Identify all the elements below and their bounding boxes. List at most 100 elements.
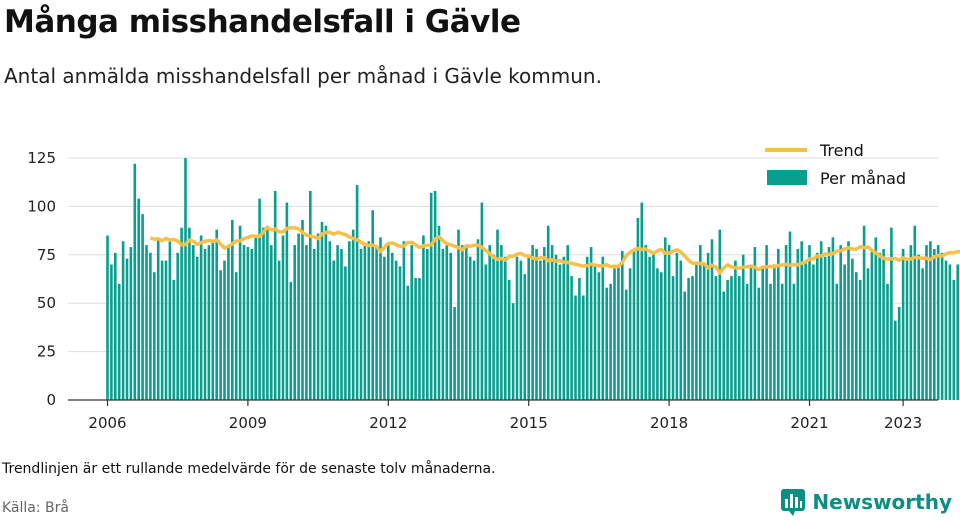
bar (472, 260, 476, 400)
bar (312, 248, 316, 400)
bar (227, 247, 230, 400)
bar (117, 283, 121, 400)
x-tick-label: 2021 (790, 414, 828, 430)
bar (293, 245, 296, 400)
bar (344, 266, 347, 400)
bar (839, 245, 842, 400)
bar (546, 225, 550, 400)
bar (851, 258, 854, 400)
bar (886, 283, 889, 400)
bar (929, 241, 932, 400)
bar (741, 254, 745, 400)
bar (660, 272, 663, 400)
bar (429, 192, 433, 400)
bar (437, 225, 441, 400)
bar (515, 256, 519, 400)
bar (936, 245, 940, 400)
bar (866, 268, 870, 400)
bar (582, 295, 585, 400)
bar (149, 252, 152, 400)
bar (363, 245, 367, 400)
bar (652, 252, 655, 400)
bar (453, 307, 456, 400)
bar (359, 248, 363, 400)
bar (749, 264, 753, 400)
bar (769, 283, 772, 400)
bar (519, 260, 523, 400)
bar (137, 198, 140, 400)
bar (597, 272, 601, 400)
bar (402, 241, 406, 400)
x-tick-label: 2015 (510, 414, 548, 430)
bar (476, 239, 480, 400)
bar (500, 245, 503, 400)
bar (831, 237, 835, 400)
chart-title: Många misshandelsfall i Gävle (4, 4, 521, 40)
bar (699, 245, 702, 400)
bar (944, 260, 948, 400)
bar (125, 258, 129, 400)
bar (523, 274, 527, 400)
y-tick-label: 125 (27, 149, 56, 167)
bar (145, 245, 148, 400)
bar (706, 252, 710, 400)
bar (773, 264, 776, 400)
bar (242, 245, 246, 400)
bar (496, 229, 499, 400)
bar (566, 245, 569, 400)
bar (215, 229, 218, 400)
bar (379, 237, 382, 400)
bar (858, 279, 862, 400)
bar (414, 278, 417, 400)
bar (702, 264, 706, 400)
bar (164, 260, 168, 400)
bar (730, 276, 733, 400)
bar (913, 225, 917, 400)
bar (780, 283, 784, 400)
bar (367, 241, 371, 400)
bar (613, 268, 616, 400)
y-tick-label: 25 (37, 343, 56, 361)
bar (258, 198, 261, 400)
bar (753, 247, 757, 400)
bar (562, 256, 566, 400)
footnote: Trendlinjen är ett rullande medelvärde f… (2, 461, 496, 477)
bar (640, 202, 644, 400)
bar (375, 247, 378, 400)
bar (800, 241, 803, 400)
bar (695, 264, 698, 400)
bar (636, 218, 640, 400)
bar (465, 245, 468, 400)
bar (211, 241, 215, 400)
bar (316, 233, 320, 400)
bar (250, 248, 254, 400)
bar (285, 202, 289, 400)
bar (141, 214, 144, 400)
bar (394, 260, 398, 400)
bar (788, 231, 792, 400)
source-label: Källa: Brå (2, 500, 69, 516)
bar (410, 245, 413, 400)
bar (792, 283, 796, 400)
bar (441, 248, 445, 400)
bar (543, 247, 546, 400)
bar (270, 245, 273, 400)
bar (777, 248, 780, 400)
bar (827, 247, 831, 400)
brand-logo[interactable]: Newsworthy (780, 488, 952, 516)
bar-chart: 0 25 50 75 100 125 2006 2009 2012 2015 2018 2021 202… (27, 141, 960, 430)
bar (387, 243, 390, 400)
bar (172, 279, 176, 400)
bar (874, 237, 878, 400)
brand-name: Newsworthy (812, 490, 952, 514)
bar (351, 229, 355, 400)
bar (617, 264, 620, 400)
bar (468, 256, 472, 400)
bar (180, 227, 183, 400)
bar (956, 264, 959, 400)
bar (585, 256, 589, 400)
bar (511, 303, 515, 400)
bar (808, 245, 811, 400)
bar (578, 278, 581, 400)
bar (289, 281, 293, 400)
